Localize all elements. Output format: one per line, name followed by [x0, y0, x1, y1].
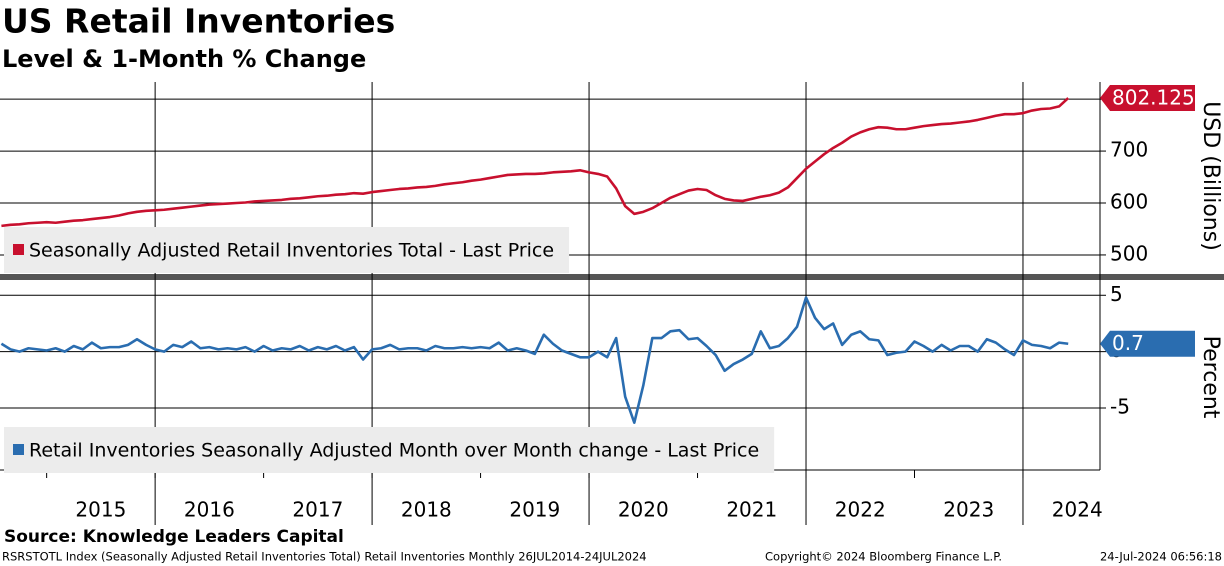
- chart-title: US Retail Inventories: [2, 2, 395, 41]
- tag-label: 802.125: [1112, 86, 1195, 110]
- series-line: [0, 296, 1069, 424]
- series-line: [1, 97, 1070, 228]
- y-tick-label: 600: [1110, 190, 1148, 214]
- last-value-tag: 802.125: [1100, 85, 1195, 112]
- footer-right: 24-Jul-2024 06:56:18: [1100, 550, 1222, 564]
- x-tick-label: 2024: [1052, 498, 1103, 522]
- tag-shape: [1100, 330, 1195, 357]
- x-tick-label: 2020: [618, 498, 669, 522]
- y-tick-label: 700: [1110, 138, 1148, 162]
- source: Source: Knowledge Leaders Capital: [4, 527, 344, 547]
- legend-box: [4, 427, 775, 473]
- y-tick-label: -5: [1110, 395, 1130, 419]
- x-tick-label: 2016: [184, 498, 235, 522]
- y-tick-label: 5: [1110, 282, 1123, 306]
- y-axis-title: USD (Billions): [1198, 101, 1223, 251]
- tag-shape: [1100, 85, 1195, 112]
- x-tick-label: 2021: [726, 498, 777, 522]
- last-value-tag: 0.7: [1100, 330, 1195, 357]
- footer-left: RSRSTOTL Index (Seasonally Adjusted Reta…: [2, 550, 647, 564]
- footer-center: Copyright© 2024 Bloomberg Finance L.P.: [765, 550, 1002, 564]
- legend-swatch: [13, 244, 24, 255]
- legend-label: Seasonally Adjusted Retail Inventories T…: [29, 240, 554, 262]
- y-axis-title: Percent: [1198, 336, 1223, 419]
- chart-subtitle: Level & 1-Month % Change: [2, 45, 366, 73]
- x-tick-label: 2015: [75, 498, 126, 522]
- tag-label: 0.7: [1112, 331, 1144, 355]
- x-tick-label: 2019: [509, 498, 560, 522]
- legend-label: Retail Inventories Seasonally Adjusted M…: [29, 440, 759, 462]
- x-tick-label: 2023: [943, 498, 994, 522]
- panel-separator: [0, 274, 1224, 280]
- y-tick-label: 500: [1110, 241, 1148, 265]
- legend: Seasonally Adjusted Retail Inventories T…: [4, 227, 570, 273]
- legend: Retail Inventories Seasonally Adjusted M…: [4, 427, 775, 473]
- x-tick-label: 2018: [401, 498, 452, 522]
- x-tick-label: 2022: [835, 498, 886, 522]
- legend-box: [4, 227, 570, 273]
- x-tick-label: 2017: [292, 498, 343, 522]
- legend-swatch: [13, 444, 24, 455]
